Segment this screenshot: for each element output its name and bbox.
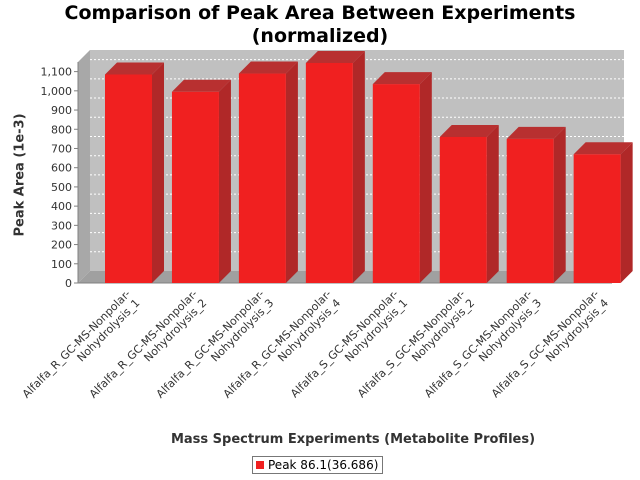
bar-side [553, 126, 566, 283]
chart-title-line-2: (normalized) [251, 25, 389, 47]
x-tick-label: Alfalfa_R_GC-MS-Nonpolar-Nohydrolysis_1 [20, 287, 143, 410]
y-tick-label: 500 [51, 181, 72, 194]
y-tick-label: 800 [51, 123, 72, 136]
y-tick-label: 400 [51, 200, 72, 213]
bar-top [305, 50, 365, 63]
x-tick-label-line: Alfalfa_R_GC-MS-Nonpolar- [20, 287, 133, 400]
y-axis-label: Peak Area (1e-3) [12, 113, 28, 237]
bar [573, 154, 621, 283]
bar-top [105, 62, 164, 75]
bar-top [439, 124, 499, 137]
bar-side [352, 50, 365, 283]
bar-top [506, 126, 566, 139]
y-tick-label: 0 [65, 277, 72, 290]
y-tick-label: 1,100 [41, 66, 73, 79]
y-tick-label: 300 [51, 219, 72, 232]
bar [305, 62, 353, 283]
y-tick-label: 600 [51, 162, 72, 175]
chart-title: Comparison of Peak Area Between Experime… [0, 2, 640, 48]
bar-side [419, 72, 432, 283]
legend: Peak 86.1(36.686) [252, 456, 384, 474]
y-tick-label: 700 [51, 142, 72, 155]
bar-top [372, 72, 432, 85]
bar-side [218, 79, 231, 283]
x-axis-label: Mass Spectrum Experiments (Metabolite Pr… [170, 432, 536, 447]
bar [372, 84, 420, 283]
y-tick-label: 100 [51, 258, 72, 271]
plot-left-wall [78, 50, 90, 283]
bar-side [285, 61, 298, 284]
bar [171, 91, 219, 283]
bar [238, 73, 286, 284]
bar-top [171, 79, 231, 92]
y-tick-label: 1,000 [41, 85, 73, 98]
bar-side [620, 142, 633, 283]
bar [105, 74, 152, 283]
bar-top [238, 61, 298, 74]
y-tick-label: 200 [51, 239, 72, 252]
bar-side [152, 62, 164, 283]
legend-label: Peak 86.1(36.686) [268, 458, 379, 472]
legend-swatch [256, 461, 264, 469]
chart-title-line-1: Comparison of Peak Area Between Experime… [64, 2, 576, 24]
bar-side [486, 124, 499, 284]
bar-top [573, 142, 633, 155]
bar [506, 138, 554, 283]
y-tick-label: 900 [51, 104, 72, 117]
bar [439, 136, 487, 283]
